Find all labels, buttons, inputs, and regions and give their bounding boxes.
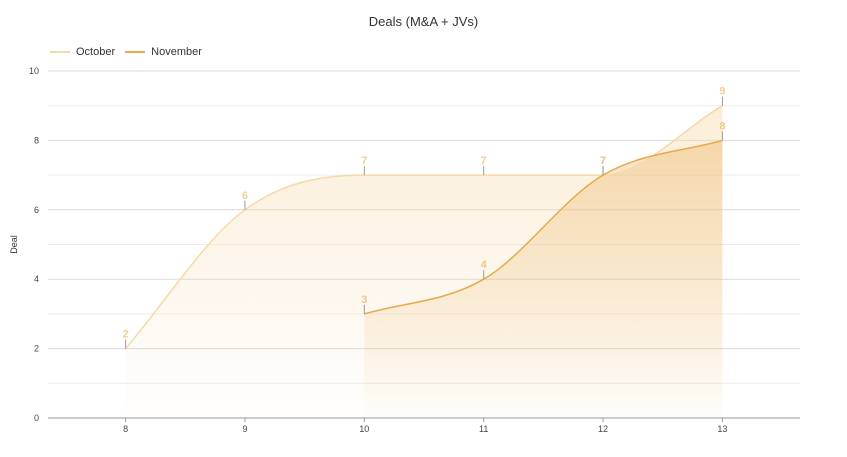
x-tick-label: 9 xyxy=(242,424,247,434)
data-label-october: 7 xyxy=(361,155,367,167)
chart-title: Deals (M&A + JVs) xyxy=(368,14,479,29)
x-tick-label: 12 xyxy=(598,424,608,434)
y-tick-label: 0 xyxy=(34,413,39,423)
y-tick-label: 8 xyxy=(34,135,39,145)
x-tick-label: 10 xyxy=(359,424,369,434)
series-line-november xyxy=(364,139,723,315)
legend-swatch-october xyxy=(50,51,70,53)
x-tick-label: 8 xyxy=(123,424,128,434)
data-label-november: 4 xyxy=(481,259,488,271)
x-tick-label: 13 xyxy=(717,424,727,434)
data-label-october: 2 xyxy=(123,329,129,341)
data-label-november: 7 xyxy=(600,155,606,167)
y-tick-label: 10 xyxy=(29,66,39,76)
legend-item-october[interactable]: October xyxy=(50,46,115,58)
data-label-november: 3 xyxy=(361,294,367,306)
x-tick-label: 11 xyxy=(479,424,488,434)
legend-label-november: November xyxy=(151,46,202,58)
legend-item-november[interactable]: November xyxy=(125,46,202,58)
legend-swatch-november xyxy=(125,51,146,53)
data-label-october: 7 xyxy=(481,155,487,167)
y-axis-title: Deal xyxy=(9,235,19,254)
series-area-november xyxy=(364,140,723,418)
data-label-november: 8 xyxy=(719,120,725,132)
data-label-october: 9 xyxy=(719,86,725,98)
y-tick-label: 4 xyxy=(34,274,39,284)
data-label-october: 6 xyxy=(242,190,248,202)
series-line-october xyxy=(125,105,723,350)
data-label-october: 7 xyxy=(600,155,606,167)
legend: October November xyxy=(50,46,202,58)
y-tick-label: 6 xyxy=(34,205,39,215)
y-tick-label: 2 xyxy=(34,344,39,354)
legend-label-october: October xyxy=(76,46,116,58)
